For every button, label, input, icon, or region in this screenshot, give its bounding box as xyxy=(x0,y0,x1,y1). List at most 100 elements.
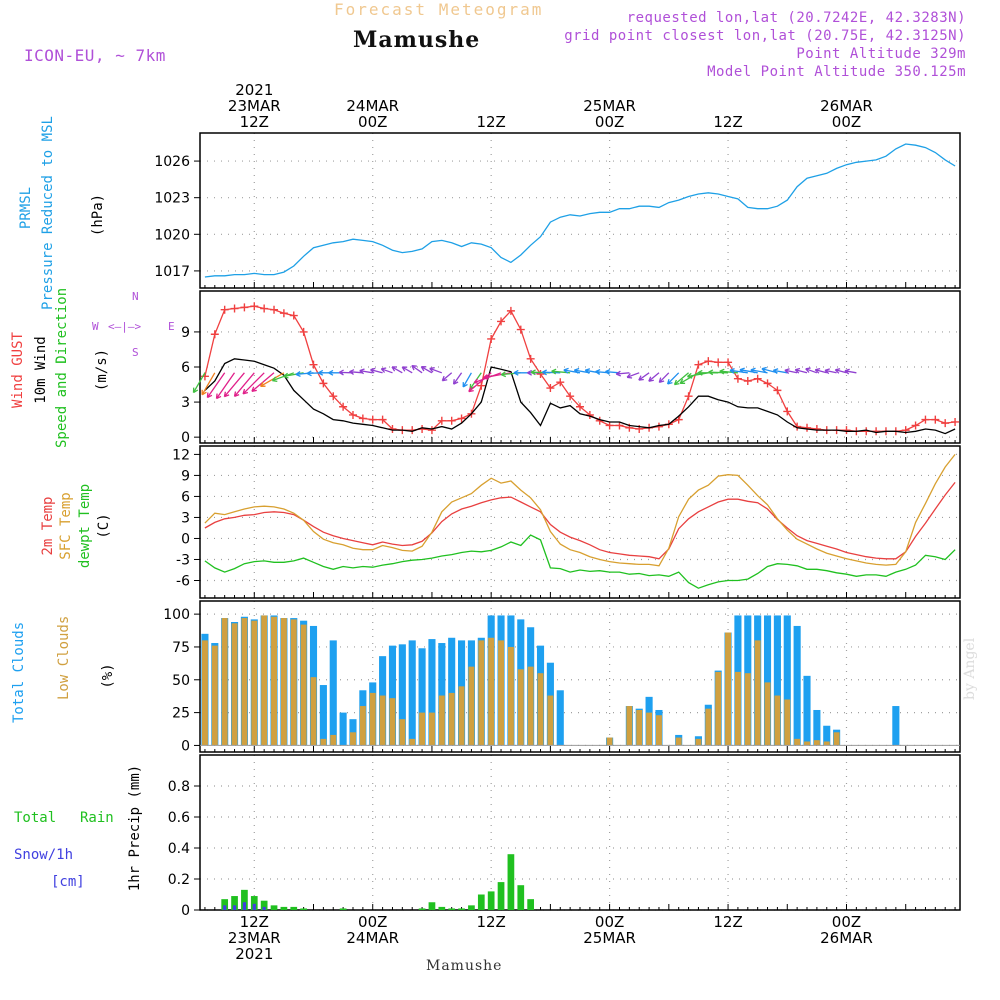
time-axis-bottom-label: 00Z xyxy=(832,913,861,931)
rain-bar xyxy=(241,889,248,910)
low-cloud-bar xyxy=(350,732,356,746)
rain-bar xyxy=(339,908,347,910)
low-cloud-bar xyxy=(320,738,327,746)
gust-marker xyxy=(368,415,377,424)
gust-marker xyxy=(447,416,456,425)
low-cloud-bar xyxy=(734,671,741,746)
y-tick-label: 6 xyxy=(181,360,190,376)
wind-direction-arrow xyxy=(729,367,748,374)
wind-direction-arrow xyxy=(441,372,453,382)
panel-frame xyxy=(199,445,961,599)
total-cloud-bar xyxy=(438,643,446,746)
gust-marker xyxy=(546,384,555,393)
wind-direction-arrow xyxy=(844,368,857,375)
gust-marker xyxy=(279,309,288,318)
wind-direction-arrow xyxy=(223,372,245,398)
low-cloud-bar xyxy=(774,695,781,746)
wind-direction-arrow xyxy=(401,366,413,374)
low-cloud-bar xyxy=(271,616,277,746)
low-cloud-bar xyxy=(261,615,268,746)
low-cloud-bar xyxy=(488,637,495,746)
gust-marker xyxy=(339,402,348,411)
y-tick-label: 0 xyxy=(181,430,190,446)
low-cloud-bar xyxy=(419,712,426,746)
gust-marker xyxy=(941,419,950,428)
time-axis-bottom-label: 12Z xyxy=(713,913,742,931)
gust-marker xyxy=(842,426,851,435)
rain-bar xyxy=(231,896,238,910)
gust-marker xyxy=(911,421,920,430)
snow-bar xyxy=(232,905,237,910)
wind-direction-arrow xyxy=(834,368,847,374)
rain-bar xyxy=(428,902,436,910)
time-axis-bottom-label: 12Z xyxy=(240,913,269,931)
wind-direction-arrow xyxy=(420,366,433,374)
wind-direction-arrow xyxy=(615,370,630,377)
low-cloud-bar xyxy=(428,712,435,746)
time-axis-bottom-label: 12Z xyxy=(476,913,505,931)
gust-marker xyxy=(230,304,239,313)
low-cloud-bar xyxy=(359,706,366,746)
wind-direction-arrow xyxy=(259,372,285,387)
gust-marker xyxy=(803,423,812,432)
compass-west: W xyxy=(92,320,99,333)
low-cloud-bar xyxy=(527,666,534,746)
low-cloud-bar xyxy=(498,640,504,746)
gust-marker xyxy=(615,421,624,430)
time-axis-bottom-label: 00Z xyxy=(358,913,387,931)
y-tick-label: 0.2 xyxy=(168,872,190,888)
rain-bar xyxy=(438,906,446,910)
wind-direction-arrow xyxy=(359,368,373,375)
snow-bar xyxy=(262,906,266,910)
low-cloud-bar xyxy=(468,666,475,746)
total-cloud-bar xyxy=(388,645,397,746)
wind-direction-arrow xyxy=(468,372,492,393)
gust-marker xyxy=(329,392,338,401)
y-tick-label: 0.4 xyxy=(168,841,190,857)
gust-marker xyxy=(753,374,762,383)
gust-marker xyxy=(516,325,525,334)
y-tick-label: 50 xyxy=(172,673,190,689)
total-cloud-bar xyxy=(339,712,347,746)
total-cloud-bar xyxy=(773,615,781,746)
compass-east: E xyxy=(168,320,175,333)
gust-marker xyxy=(309,360,318,369)
y-tick-label: -3 xyxy=(176,552,190,568)
total-cloud-bar xyxy=(793,625,801,746)
grid-coords: grid point closest lon,lat (20.75E, 42.3… xyxy=(564,28,966,44)
series-line xyxy=(204,534,956,589)
series-line xyxy=(204,143,956,278)
time-axis-top-label: 12Z xyxy=(240,113,269,131)
low-cloud-bar xyxy=(448,692,455,746)
low-cloud-bar xyxy=(201,640,208,746)
model-point-altitude: Model Point Altitude 350.125m xyxy=(707,64,966,80)
gust-marker xyxy=(763,379,772,388)
gust-marker xyxy=(220,305,229,314)
total-cloud-bar xyxy=(813,709,821,746)
wind-direction-arrow xyxy=(750,367,768,374)
low-cloud-bar xyxy=(537,673,544,746)
wind-direction-arrow xyxy=(201,372,216,396)
low-cloud-bar xyxy=(330,734,337,746)
gust-marker xyxy=(506,306,515,315)
time-axis-bottom-label: 24MAR xyxy=(346,929,399,947)
wind-direction-arrow xyxy=(391,366,403,374)
gust-marker xyxy=(694,360,703,369)
rain-bar xyxy=(527,899,535,910)
gust-marker xyxy=(733,374,742,383)
snow-label: Snow/1h xyxy=(14,847,74,863)
low-cloud-bar xyxy=(438,695,445,746)
low-cloud-bar xyxy=(626,706,633,746)
rain-bar xyxy=(250,896,258,910)
low-cloud-bar xyxy=(241,618,248,746)
low-cloud-bar xyxy=(823,741,830,746)
low-cloud-bar xyxy=(636,709,643,746)
bottom-station-name: Mamushe xyxy=(426,958,503,974)
snow-bar xyxy=(223,905,227,910)
wind-direction-arrow xyxy=(673,372,690,386)
low-cloud-bar xyxy=(409,738,416,746)
time-axis-bottom-label: 23MAR xyxy=(228,929,281,947)
gust-marker xyxy=(378,415,387,424)
low-cloud-bar xyxy=(517,669,524,746)
total-cloud-bar xyxy=(428,639,436,746)
